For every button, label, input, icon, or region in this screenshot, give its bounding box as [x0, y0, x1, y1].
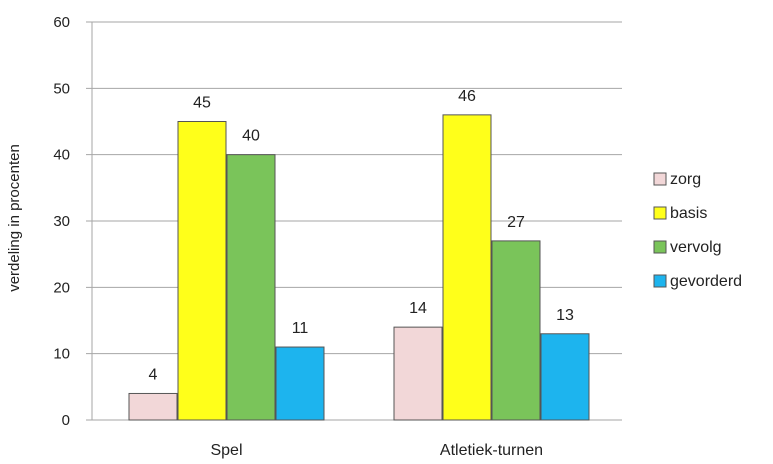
- data-labels: 4 45 40 11 14 46 27 13: [149, 88, 574, 384]
- y-tick-label: 20: [53, 279, 70, 296]
- bar-vervolg-0: [226, 154, 276, 421]
- category-label: Atletiek-turnen: [440, 442, 543, 459]
- y-tick-label: 0: [62, 412, 70, 429]
- x-axis-categories: Spel Atletiek-turnen: [210, 442, 543, 459]
- legend-swatch: [653, 240, 667, 254]
- y-axis-ticks: 0 10 20 30 40 50 60: [53, 14, 70, 429]
- data-label-gevorderd-0: 11: [292, 320, 309, 337]
- bar-basis-0: [177, 121, 227, 421]
- y-tick-label: 50: [53, 80, 70, 97]
- y-tick-label: 40: [53, 147, 70, 164]
- legend-swatch: [653, 274, 667, 288]
- bar-gevorderd-1: [540, 333, 590, 421]
- category-label: Spel: [210, 442, 242, 459]
- data-label-zorg-1: 14: [409, 300, 427, 317]
- bars: [128, 114, 590, 421]
- y-tick-label: 60: [53, 14, 70, 31]
- data-label-zorg-0: 4: [149, 366, 158, 383]
- bar-gevorderd-0: [275, 346, 325, 421]
- legend-item-gevorderd: gevorderd: [653, 273, 742, 290]
- data-label-basis-0: 45: [193, 95, 211, 112]
- legend: zorg basis vervolg gevorderd: [653, 171, 742, 290]
- data-label-gevorderd-1: 13: [556, 307, 574, 324]
- legend-swatch: [653, 172, 667, 186]
- legend-item-vervolg: vervolg: [653, 239, 722, 256]
- data-label-basis-1: 46: [458, 88, 476, 105]
- legend-label: gevorderd: [670, 273, 742, 290]
- gridlines: [86, 21, 622, 421]
- legend-swatch: [653, 206, 667, 220]
- y-axis-title: verdeling in procenten: [6, 144, 23, 292]
- legend-item-zorg: zorg: [653, 171, 701, 188]
- bar-vervolg-1: [491, 240, 541, 421]
- bar-zorg-0: [128, 392, 178, 421]
- legend-label: zorg: [670, 171, 701, 188]
- data-label-vervolg-0: 40: [242, 128, 260, 145]
- data-label-vervolg-1: 27: [507, 214, 525, 231]
- legend-label: vervolg: [670, 239, 722, 256]
- bar-basis-1: [442, 114, 492, 421]
- bar-zorg-1: [393, 326, 443, 421]
- y-tick-label: 10: [53, 346, 70, 363]
- legend-item-basis: basis: [653, 205, 707, 222]
- y-tick-label: 30: [53, 213, 70, 230]
- legend-label: basis: [670, 205, 707, 222]
